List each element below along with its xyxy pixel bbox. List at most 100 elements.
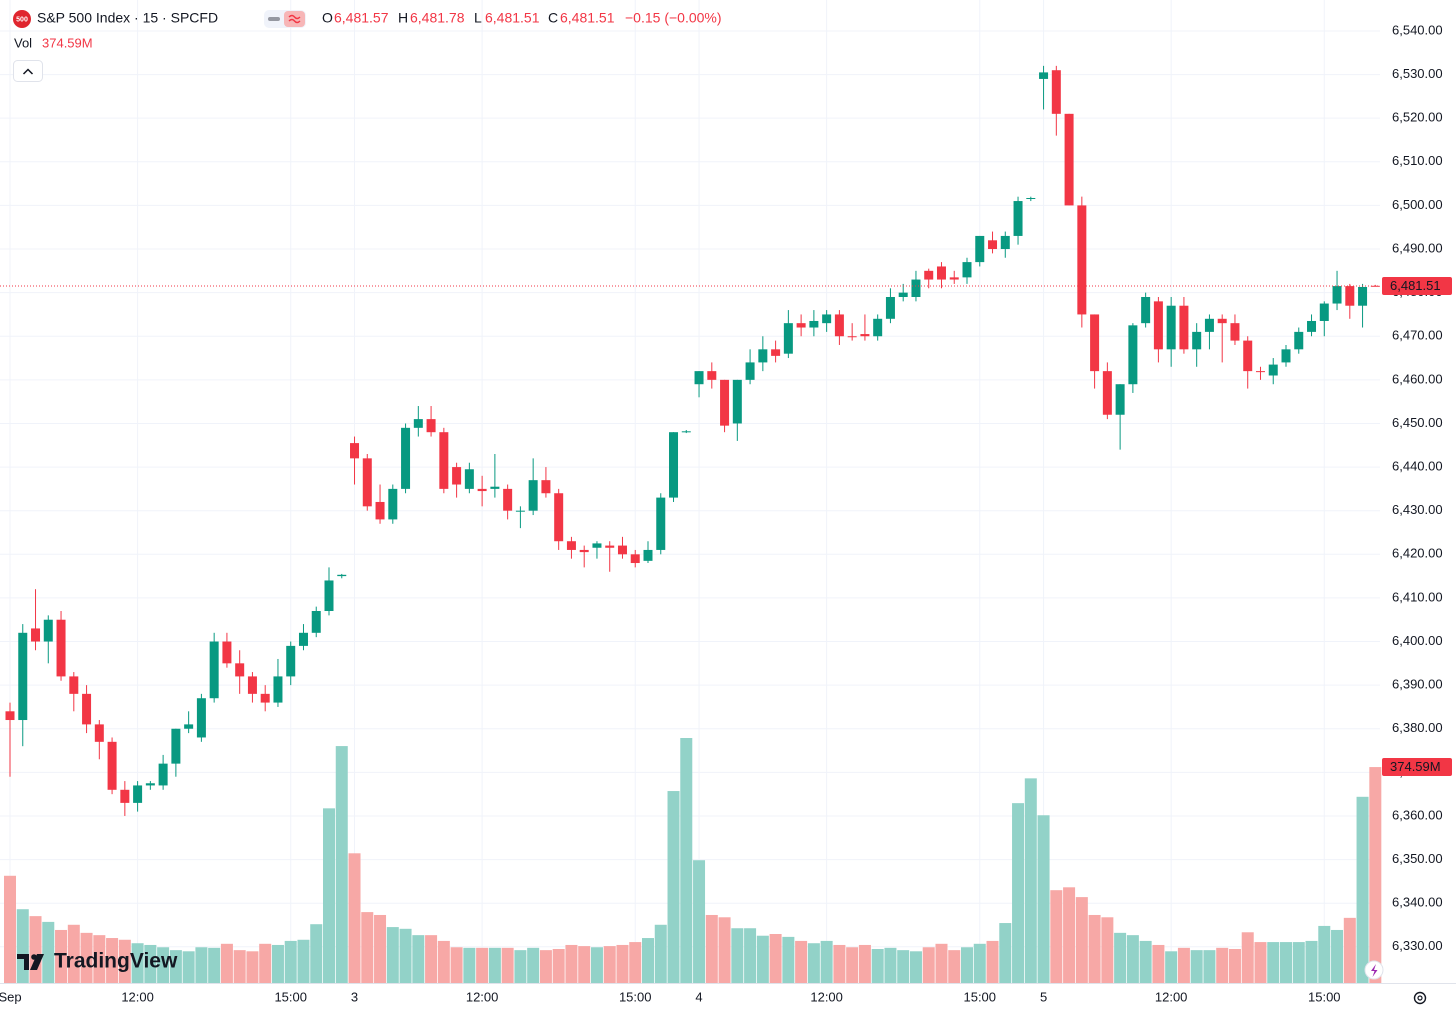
candle-body — [1102, 371, 1112, 415]
candle-body — [171, 728, 181, 764]
volume-bar — [527, 947, 540, 983]
volume-bar — [80, 932, 93, 983]
candle-body — [681, 431, 691, 433]
candle-body — [452, 467, 462, 485]
candle-body — [18, 632, 28, 721]
volume-bar — [93, 935, 106, 983]
y-tick-label: 6,490.00 — [1392, 240, 1443, 255]
candle-body — [911, 279, 921, 297]
volume-value: 374.59M — [42, 35, 93, 50]
candle-body — [643, 549, 653, 561]
ohlc-key: O — [322, 10, 333, 26]
volume-bar — [858, 944, 871, 983]
candle-body — [783, 323, 793, 354]
volume-bar — [374, 914, 387, 983]
candle-body — [885, 296, 895, 319]
candle-body — [1153, 301, 1163, 350]
symbol-title[interactable]: S&P 500 Index · 15 · SPCFD — [37, 10, 218, 26]
settings-button[interactable] — [1413, 991, 1427, 1005]
volume-bar — [450, 947, 463, 983]
y-tick-label: 6,420.00 — [1392, 546, 1443, 561]
candle-body — [707, 371, 717, 380]
volume-bar — [1075, 897, 1088, 983]
candle-body — [1141, 296, 1151, 324]
candle-body — [949, 277, 959, 280]
volume-bar — [603, 946, 616, 983]
volume-bar — [565, 944, 578, 983]
candle-body — [362, 458, 372, 507]
candle-body — [133, 785, 143, 803]
candle-body — [515, 510, 525, 512]
toggle-icon — [268, 17, 280, 21]
volume-bar — [361, 912, 374, 983]
y-tick-label: 6,410.00 — [1392, 589, 1443, 604]
change: −0.15 (−0.00%) — [625, 10, 722, 26]
volume-bar — [1216, 947, 1229, 983]
candle-body — [222, 641, 232, 664]
volume-bar — [284, 940, 297, 983]
last-price-tag — [1382, 277, 1452, 296]
toggle-active[interactable] — [284, 11, 305, 27]
volume-key: Vol — [14, 35, 32, 50]
volume-bar — [271, 944, 284, 983]
candle-body — [56, 619, 66, 677]
y-tick-label: 6,350.00 — [1392, 851, 1443, 866]
y-tick-label: 6,440.00 — [1392, 459, 1443, 474]
candle-body — [1332, 286, 1342, 304]
candle-body — [1255, 371, 1265, 373]
candle-body — [1243, 340, 1253, 372]
volume-bar — [1063, 887, 1076, 983]
volume-bar — [948, 950, 961, 983]
candle-body — [490, 486, 500, 489]
y-tick-label: 6,470.00 — [1392, 328, 1443, 343]
y-tick-label: 6,330.00 — [1392, 938, 1443, 953]
grid — [0, 0, 1380, 983]
candle-body — [758, 349, 768, 363]
candle-body — [936, 266, 946, 280]
volume-bar — [55, 929, 68, 983]
volume-bar — [807, 943, 820, 983]
collapse-button[interactable] — [13, 60, 43, 82]
volume-bar — [1177, 947, 1190, 983]
candle-body — [503, 488, 513, 511]
volume-bar — [157, 947, 170, 983]
y-tick-label: 6,460.00 — [1392, 371, 1443, 386]
candle-body — [720, 379, 730, 426]
volume-bar — [1305, 940, 1318, 983]
candle-body — [5, 711, 15, 721]
candle-body — [796, 323, 806, 328]
candle-body — [260, 693, 270, 703]
x-tick-label: 15:00 — [963, 989, 996, 1004]
x-tick-label: 15:00 — [619, 989, 652, 1004]
candle-body — [1217, 318, 1227, 324]
candle-body — [617, 545, 627, 555]
volume-bar — [846, 947, 859, 983]
volume-bar — [922, 947, 935, 983]
candle-body — [145, 783, 155, 786]
chevron-icon — [22, 68, 34, 75]
volume-bar — [1292, 942, 1305, 983]
ohlc-value: 6,481.78 — [410, 10, 465, 26]
y-tick-label: 6,430.00 — [1392, 502, 1443, 517]
volume-bar — [999, 923, 1012, 983]
last-price-label: 6,481.51 — [1390, 278, 1441, 293]
volume-bar — [42, 921, 55, 983]
candle-body — [311, 610, 321, 633]
volume-bar — [29, 916, 42, 983]
candle-body — [873, 318, 883, 337]
volume-bar — [1241, 932, 1254, 983]
volume-bar — [67, 924, 80, 983]
x-tick-label: Sep — [0, 989, 22, 1004]
volume-bar — [769, 934, 782, 983]
volume-bar — [208, 947, 221, 983]
candle-body — [1013, 201, 1023, 236]
volume-bar — [501, 947, 514, 983]
volume-bar — [1088, 914, 1101, 983]
volume-bar — [884, 947, 897, 983]
candle-body — [1358, 286, 1368, 306]
y-tick-label: 6,400.00 — [1392, 633, 1443, 648]
candle-body — [541, 480, 551, 494]
candle-body — [898, 292, 908, 297]
volume-bar — [131, 943, 144, 983]
volume-bar — [986, 940, 999, 983]
